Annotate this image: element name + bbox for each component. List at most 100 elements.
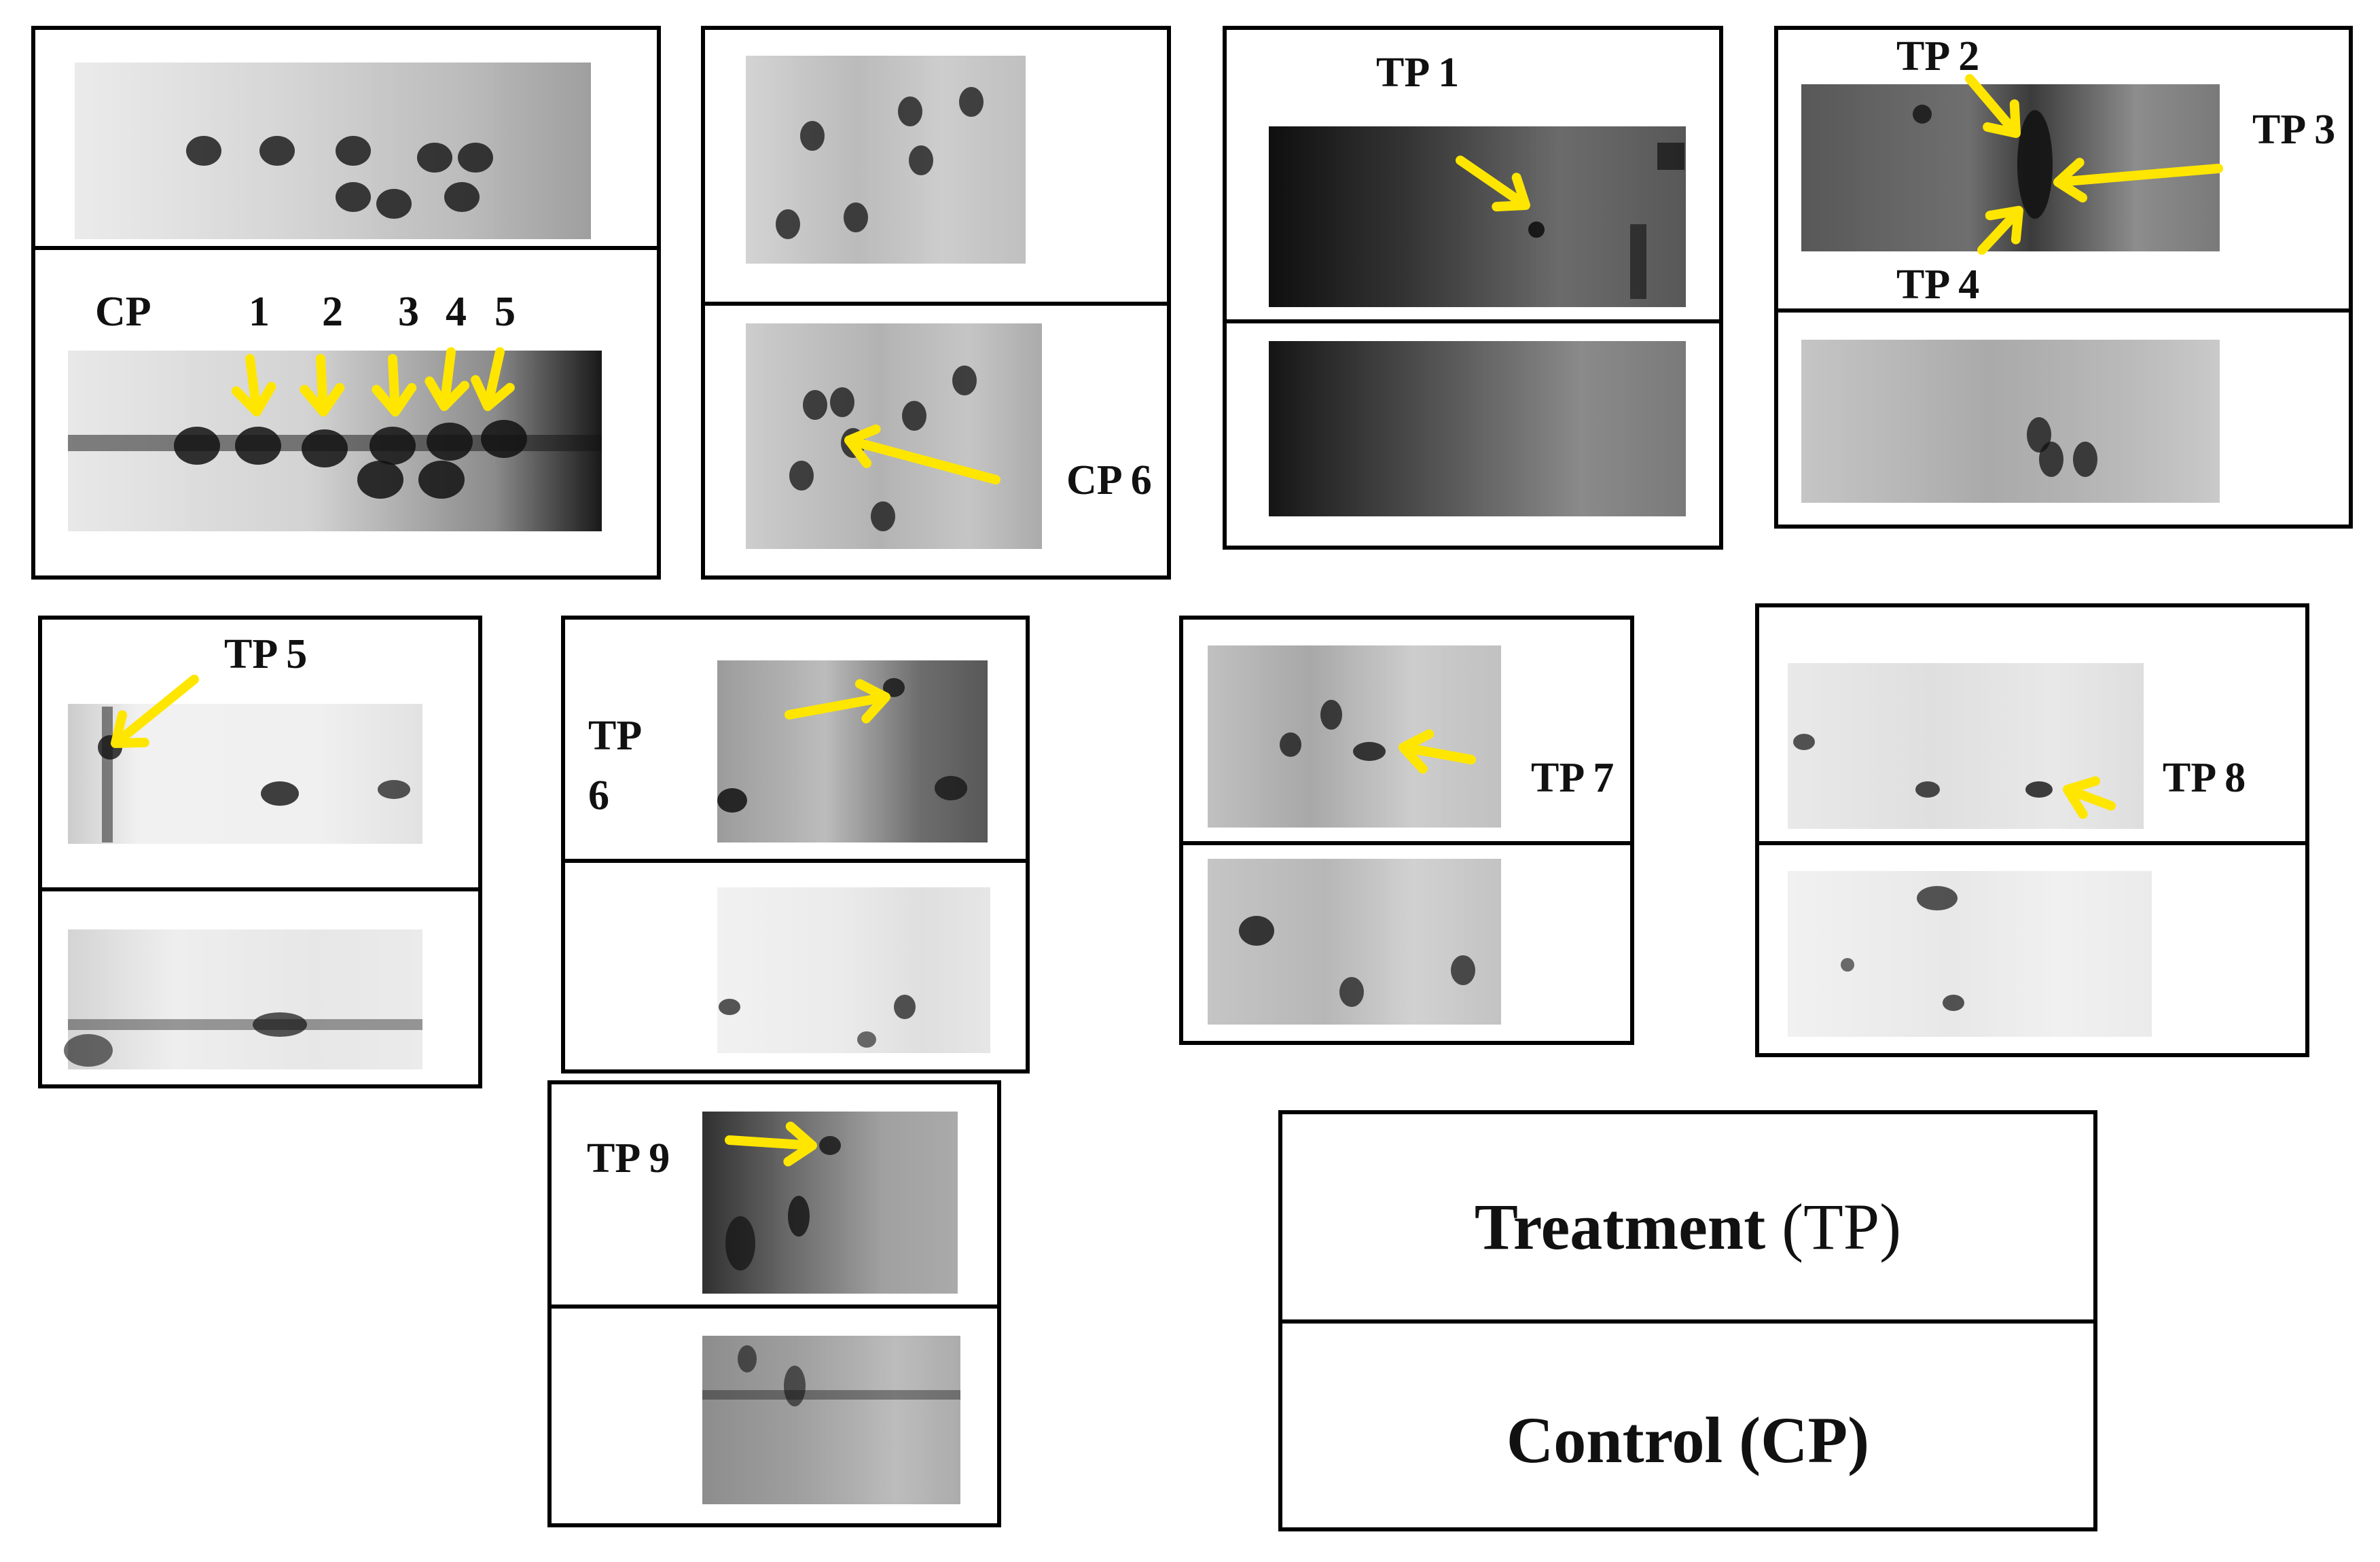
protein-spot (952, 366, 977, 395)
legend-control: Control (CP) (1278, 1402, 2097, 1478)
gel-streak (1657, 143, 1684, 170)
arrow-tp9-icon (725, 1121, 817, 1167)
protein-spot (2073, 442, 2097, 477)
arrow-tp2-icon (1965, 74, 2021, 138)
label-tp4: TP 4 (1896, 262, 1980, 308)
protein-spot (844, 202, 868, 232)
label-tp9: TP 9 (587, 1135, 670, 1182)
panel-divider (38, 887, 482, 891)
protein-spot (1280, 732, 1301, 757)
protein-spot (784, 1366, 806, 1406)
gel-streak (702, 1390, 960, 1400)
protein-spot (444, 182, 480, 212)
gel-image-treatment (1269, 126, 1686, 307)
protein-spot (803, 390, 827, 420)
label-tp6-line1: TP (588, 713, 643, 759)
protein-spot (902, 401, 926, 431)
label-tp8: TP 8 (2163, 755, 2246, 801)
protein-spot (2039, 442, 2063, 477)
protein-spot (717, 788, 747, 813)
arrow-tp3-icon (2053, 158, 2223, 203)
gel-image-treatment (1208, 645, 1501, 828)
protein-spot (1353, 742, 1386, 761)
label-spot-2: 2 (322, 289, 343, 335)
label-tp1: TP 1 (1376, 50, 1460, 96)
protein-spot (1339, 977, 1364, 1007)
panel-divider (1223, 319, 1723, 323)
arrow-tp7-icon (1399, 729, 1476, 774)
legend-treatment-abbr: (TP) (1782, 1190, 1902, 1263)
protein-spot (898, 96, 922, 126)
gel-image-control (1269, 341, 1686, 516)
protein-spot (738, 1345, 757, 1372)
protein-spot (253, 1012, 307, 1037)
label-tp3: TP 3 (2252, 107, 2336, 153)
panel-divider (1179, 841, 1634, 845)
gel-image-control (717, 887, 990, 1053)
protein-spot (357, 461, 403, 499)
protein-spot (378, 780, 410, 799)
protein-spot (336, 182, 371, 212)
protein-spot (857, 1031, 876, 1048)
protein-spot (1793, 734, 1815, 750)
arrow-spot-4-icon (425, 347, 470, 411)
gel-image-treatment (1788, 663, 2144, 829)
label-tp7: TP 7 (1531, 755, 1615, 801)
protein-spot (1913, 105, 1932, 124)
protein-spot (1943, 995, 1964, 1011)
label-tp2: TP 2 (1896, 33, 1980, 79)
protein-spot (1528, 221, 1545, 238)
protein-spot (418, 461, 465, 499)
protein-spot (871, 501, 895, 531)
legend-control-abbr: (CP) (1739, 1404, 1870, 1476)
gel-image-control (1801, 340, 2220, 503)
panel-divider (1755, 841, 2309, 845)
arrow-spot-2-icon (300, 354, 345, 416)
protein-spot (259, 136, 295, 166)
protein-spot (883, 678, 905, 697)
protein-spot (261, 781, 299, 806)
gel-streak (102, 707, 113, 842)
legend-divider (1278, 1319, 2097, 1324)
arrow-tp1-icon (1456, 156, 1530, 212)
arrow-tp4-icon (1977, 206, 2023, 255)
protein-spot (1841, 958, 1854, 972)
protein-spot (789, 461, 814, 491)
protein-spot (1239, 916, 1274, 946)
gel-streak (68, 435, 602, 451)
gel-streak (1630, 224, 1646, 299)
label-spot-1: 1 (249, 289, 270, 335)
protein-spot (2025, 781, 2053, 798)
protein-spot (64, 1034, 113, 1067)
protein-spot (1451, 955, 1475, 985)
protein-spot (1917, 886, 1958, 910)
label-spot-3: 3 (398, 289, 419, 335)
gel-streak (68, 1019, 422, 1030)
label-tp5: TP 5 (224, 631, 308, 677)
protein-spot (417, 143, 452, 173)
protein-spot (959, 87, 984, 117)
protein-spot (894, 995, 916, 1019)
protein-spot (776, 209, 800, 239)
protein-spot (819, 1136, 841, 1155)
gel-image-treatment (68, 704, 422, 844)
label-spot-5: 5 (494, 289, 516, 335)
protein-spot (719, 999, 740, 1015)
panel-divider (701, 302, 1171, 306)
protein-spot (725, 1216, 755, 1271)
arrow-spot-1-icon (231, 354, 276, 416)
arrow-tp6-icon (785, 679, 890, 724)
gel-image-control (68, 929, 422, 1069)
legend-treatment: Treatment (TP) (1278, 1189, 2097, 1264)
protein-spot (186, 136, 221, 166)
label-tp6-line2: 6 (588, 773, 609, 819)
legend-treatment-label: Treatment (1474, 1190, 1766, 1263)
arrow-cp6-icon (844, 424, 1000, 484)
gel-image-treatment (717, 660, 988, 842)
protein-spot (1320, 700, 1342, 730)
protein-spot (336, 136, 371, 166)
protein-spot (2027, 417, 2051, 452)
legend-control-label: Control (1506, 1404, 1723, 1476)
gel-image-control (1788, 871, 2152, 1037)
